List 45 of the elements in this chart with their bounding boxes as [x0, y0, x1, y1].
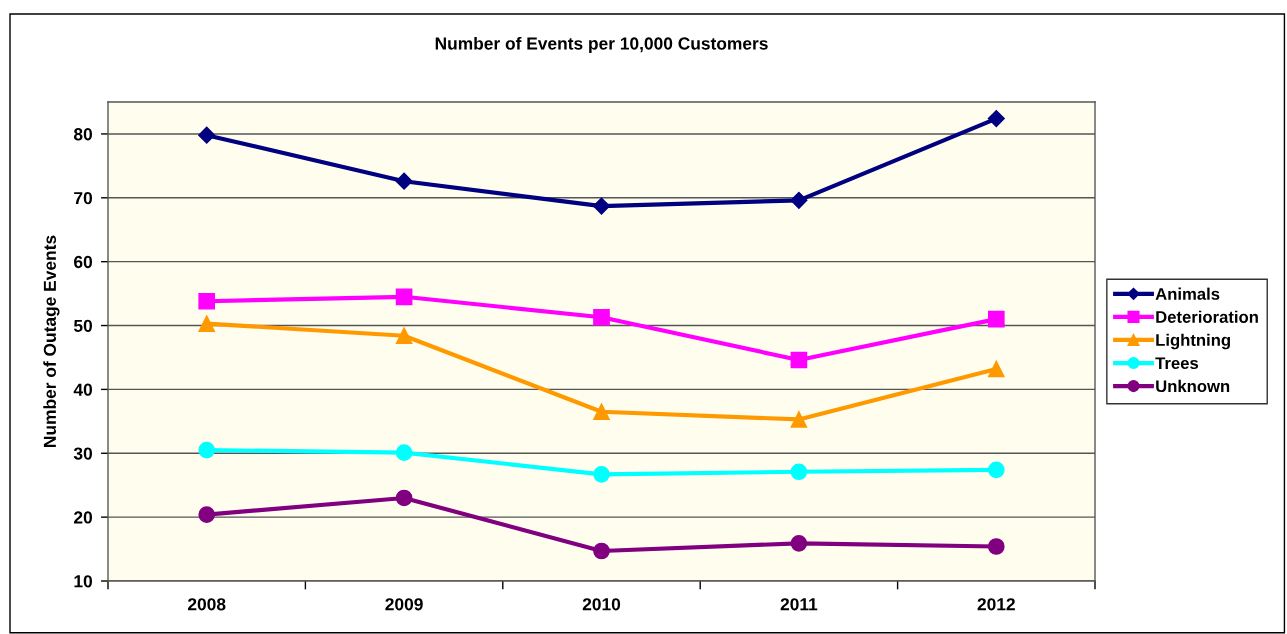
point — [987, 110, 1005, 128]
y-tick-label: 40 — [73, 383, 93, 396]
point — [198, 292, 216, 310]
point — [593, 466, 610, 483]
point — [198, 506, 216, 523]
point — [593, 403, 610, 421]
y-tick-label: 70 — [74, 191, 93, 205]
point — [198, 441, 216, 459]
y-tick-label: 30 — [73, 447, 93, 460]
point — [395, 444, 413, 461]
point — [987, 310, 1005, 328]
point — [198, 126, 216, 144]
legend-label: Deterioration — [1156, 310, 1258, 323]
legend-label: Lightning — [1156, 333, 1230, 350]
y-tick-label: 80 — [73, 128, 93, 141]
point — [790, 411, 808, 428]
point — [395, 489, 413, 507]
y-axis-title: Number of Outage Events — [43, 235, 60, 447]
point — [592, 197, 611, 215]
point — [987, 360, 1005, 378]
point — [987, 461, 1005, 479]
point — [790, 463, 808, 481]
point — [198, 315, 216, 332]
point — [395, 288, 413, 306]
x-tick-label: 2012 — [977, 598, 1015, 611]
legend-label: Animals — [1155, 287, 1220, 300]
x-tick-label: 2008 — [187, 598, 226, 611]
chart-title: Number of Events per 10,000 Customers — [435, 36, 768, 54]
x-tick-label: 2009 — [385, 598, 423, 611]
y-tick-label: 10 — [74, 575, 93, 588]
x-tick-label: 2010 — [582, 598, 621, 611]
x-tick-label: 2011 — [780, 598, 818, 611]
legend-label: Unknown — [1156, 379, 1230, 393]
point — [790, 351, 808, 369]
y-tick-label: 60 — [74, 255, 93, 269]
point — [593, 308, 610, 326]
point — [395, 172, 413, 190]
y-tick-label: 50 — [73, 319, 93, 332]
point — [987, 538, 1005, 555]
point — [790, 191, 808, 209]
y-tick-label: 20 — [74, 511, 93, 524]
point — [593, 542, 610, 560]
point — [790, 534, 808, 552]
legend-label: Trees — [1155, 357, 1199, 370]
point — [395, 327, 413, 345]
